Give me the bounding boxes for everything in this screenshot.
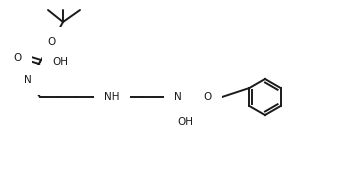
Text: O: O <box>14 53 22 63</box>
Text: OH: OH <box>177 117 193 127</box>
Text: O: O <box>203 92 211 102</box>
Text: OH: OH <box>52 57 68 67</box>
Text: N: N <box>174 92 182 102</box>
Text: O: O <box>48 37 56 47</box>
Text: NH: NH <box>104 92 120 102</box>
Text: N: N <box>24 75 32 85</box>
